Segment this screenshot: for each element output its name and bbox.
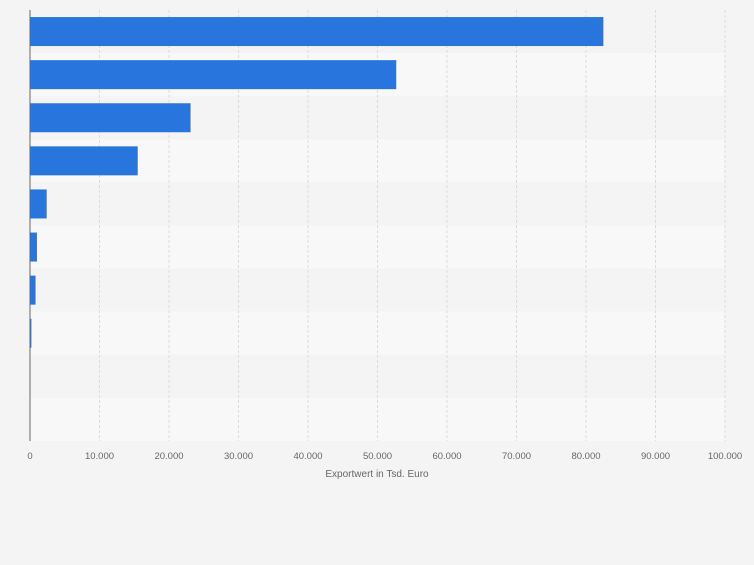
x-tick-label: 10.000 — [85, 451, 114, 462]
row-band — [30, 311, 725, 355]
x-axis-label: Exportwert in Tsd. Euro — [325, 469, 429, 480]
x-tick-label: 100.000 — [708, 451, 742, 462]
x-tick-label: 20.000 — [154, 451, 183, 462]
bars — [30, 17, 604, 348]
x-tick-label: 70.000 — [502, 451, 531, 462]
x-tick-label: 80.000 — [571, 451, 600, 462]
x-tick-label: 90.000 — [641, 451, 670, 462]
x-axis-ticks: 0 10.000 20.000 30.000 40.000 50.000 60.000 70.… — [27, 451, 742, 462]
row-band — [30, 182, 725, 226]
bar[interactable] — [30, 189, 47, 219]
bar[interactable] — [30, 60, 397, 90]
bar[interactable] — [30, 275, 36, 305]
bar[interactable] — [30, 17, 604, 47]
x-tick-label: 30.000 — [224, 451, 253, 462]
bar[interactable] — [30, 146, 138, 176]
x-tick-label: 60.000 — [432, 451, 461, 462]
x-tick-label: 40.000 — [293, 451, 322, 462]
row-band — [30, 397, 725, 441]
bar[interactable] — [30, 103, 191, 133]
bar[interactable] — [30, 318, 32, 348]
x-tick-label: 50.000 — [363, 451, 392, 462]
x-tick-label: 0 — [27, 451, 32, 462]
bar[interactable] — [30, 232, 37, 262]
